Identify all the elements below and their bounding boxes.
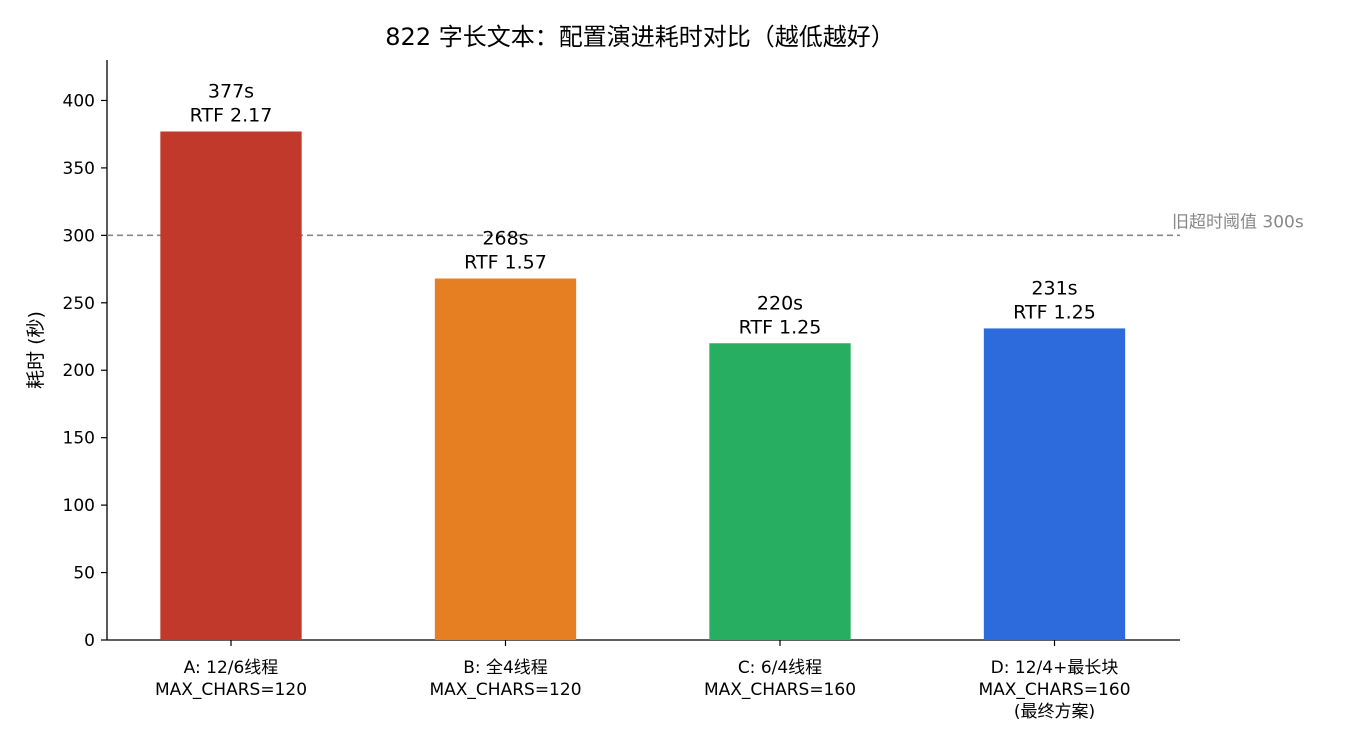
- y-tick-label: 400: [63, 91, 95, 111]
- y-axis-label: 耗时 (秒): [25, 311, 47, 389]
- data-label: 268s: [482, 228, 528, 250]
- data-label: RTF 1.25: [1013, 301, 1096, 323]
- data-label: RTF 2.17: [190, 104, 273, 126]
- x-tick-label: MAX_CHARS=160: [978, 680, 1130, 700]
- reference-line-label: 旧超时阈值 300s: [1172, 212, 1304, 232]
- data-label: 377s: [208, 80, 254, 102]
- y-tick-label: 50: [73, 564, 95, 584]
- x-tick-label: D: 12/4+最长块: [991, 658, 1119, 678]
- x-tick-label: MAX_CHARS=120: [429, 680, 581, 700]
- y-tick-label: 100: [63, 496, 95, 516]
- x-tick-label: A: 12/6线程: [184, 658, 279, 678]
- y-tick-label: 250: [63, 294, 95, 314]
- chart-title: 822 字长文本：配置演进耗时对比（越低越好）: [385, 23, 894, 51]
- data-label: RTF 1.25: [739, 316, 822, 338]
- bar: [983, 328, 1126, 640]
- x-tick-label: C: 6/4线程: [738, 658, 822, 678]
- x-tick-label: MAX_CHARS=160: [704, 680, 856, 700]
- y-tick-label: 0: [84, 631, 95, 651]
- data-label: 231s: [1031, 277, 1077, 299]
- data-label: 220s: [757, 292, 803, 314]
- y-tick-label: 300: [63, 226, 95, 246]
- y-tick-label: 150: [63, 429, 95, 449]
- x-tick-label: MAX_CHARS=120: [155, 680, 307, 700]
- x-tick-label: B: 全4线程: [463, 658, 548, 678]
- bar: [434, 278, 577, 640]
- bar: [160, 131, 302, 640]
- data-label: RTF 1.57: [464, 252, 547, 274]
- y-tick-label: 200: [63, 361, 95, 381]
- y-tick-label: 350: [63, 159, 95, 179]
- x-tick-label: (最终方案): [1014, 702, 1095, 722]
- bar: [709, 343, 851, 640]
